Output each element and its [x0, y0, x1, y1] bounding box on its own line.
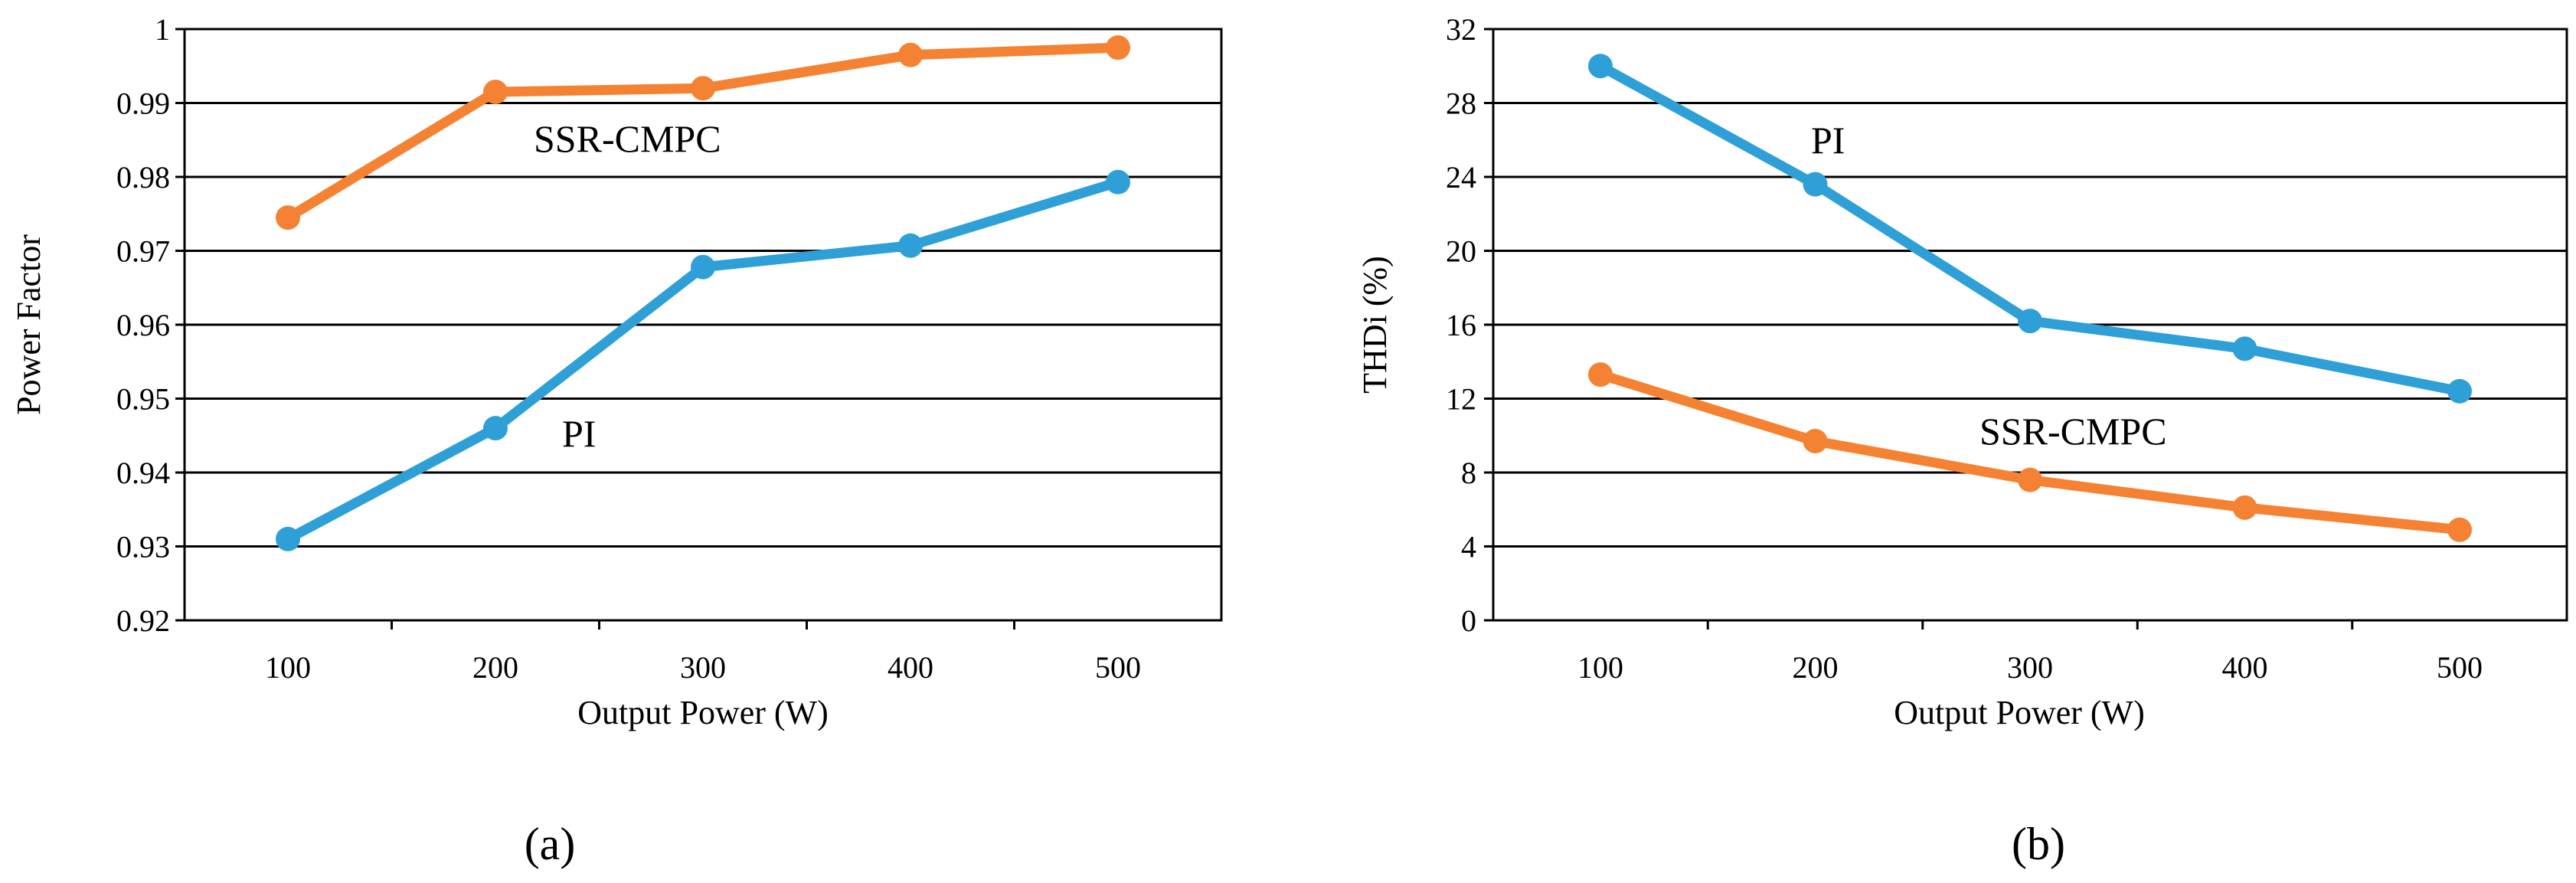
- x-tick-label: 500: [2437, 650, 2483, 685]
- series-label-pi: PI: [562, 412, 596, 455]
- y-tick-label: 12: [1446, 382, 1476, 417]
- data-point-pi: [1106, 169, 1130, 195]
- x-tick-label: 100: [1577, 650, 1623, 685]
- y-axis-title: Power Factor: [10, 234, 47, 415]
- data-point-ssr-cmpc: [2018, 467, 2042, 492]
- data-point-ssr-cmpc: [691, 76, 715, 101]
- data-point-ssr-cmpc: [2232, 495, 2257, 520]
- data-point-pi: [276, 526, 300, 551]
- chart-panel-a: 0.92 0.93 0.94 0.95 0.96 0.97 0.98 0.99 1 100 200 3…: [10, 12, 1223, 869]
- x-tick-label: 200: [472, 650, 518, 685]
- series-label-ssr-cmpc: SSR-CMPC: [534, 117, 721, 160]
- series-line-pi: [283, 177, 1123, 545]
- y-tick-label: 1: [155, 12, 170, 47]
- data-point-ssr-cmpc: [2447, 517, 2472, 542]
- y-tick-label: 28: [1446, 87, 1476, 121]
- y-tick-label: 0.98: [116, 160, 170, 195]
- data-point-ssr-cmpc: [1803, 428, 1828, 453]
- y-tick-label: 24: [1446, 160, 1476, 195]
- data-point-pi: [2018, 309, 2042, 334]
- y-tick-label: 0.93: [116, 530, 170, 564]
- y-tick-label: 0.92: [116, 603, 170, 638]
- series-line-pi: [1595, 61, 2465, 397]
- y-tick-label: 16: [1446, 308, 1476, 342]
- y-axis-title: THDi (%): [1356, 256, 1394, 394]
- data-point-pi: [1588, 54, 1613, 79]
- data-point-ssr-cmpc: [898, 42, 923, 67]
- y-tick-label: 32: [1446, 12, 1476, 47]
- x-tick-label: 300: [2007, 650, 2053, 685]
- y-tick-label: 0.99: [116, 87, 170, 121]
- panel-caption: (a): [525, 819, 576, 869]
- data-point-pi: [483, 416, 508, 441]
- y-tick-label: 20: [1446, 234, 1476, 269]
- x-tick-label: 100: [265, 650, 311, 685]
- data-point-ssr-cmpc: [483, 80, 508, 105]
- data-point-pi: [691, 254, 715, 280]
- y-tick-label: 8: [1461, 456, 1476, 490]
- data-point-pi: [2232, 336, 2257, 361]
- y-tick-label: 0.95: [116, 382, 170, 417]
- x-tick-label: 500: [1095, 650, 1141, 685]
- data-point-ssr-cmpc: [1588, 362, 1613, 388]
- y-tick-label: 4: [1461, 530, 1476, 564]
- data-point-ssr-cmpc: [1106, 35, 1130, 61]
- x-tick-label: 200: [1793, 650, 1839, 685]
- x-tick-label: 400: [888, 650, 933, 685]
- x-axis-title: Output Power (W): [577, 694, 829, 731]
- data-point-pi: [2447, 378, 2472, 404]
- data-point-ssr-cmpc: [276, 205, 300, 231]
- y-tick-label: 0: [1461, 603, 1476, 638]
- chart-panel-b: 0 4 8 12 16 20 24 28 32 100 200 300 400 500 Output Pow…: [1356, 12, 2568, 869]
- series-label-pi: PI: [1811, 119, 1845, 162]
- series-label-ssr-cmpc: SSR-CMPC: [1979, 410, 2167, 453]
- x-tick-label: 300: [680, 650, 726, 685]
- x-axis-title: Output Power (W): [1894, 694, 2145, 731]
- y-tick-label: 0.97: [116, 234, 170, 269]
- y-tick-label: 0.96: [116, 308, 170, 342]
- panel-caption: (b): [2012, 819, 2065, 869]
- x-tick-label: 400: [2222, 650, 2268, 685]
- data-point-pi: [898, 233, 923, 258]
- data-point-pi: [1803, 172, 1828, 197]
- y-tick-label: 0.94: [116, 456, 170, 490]
